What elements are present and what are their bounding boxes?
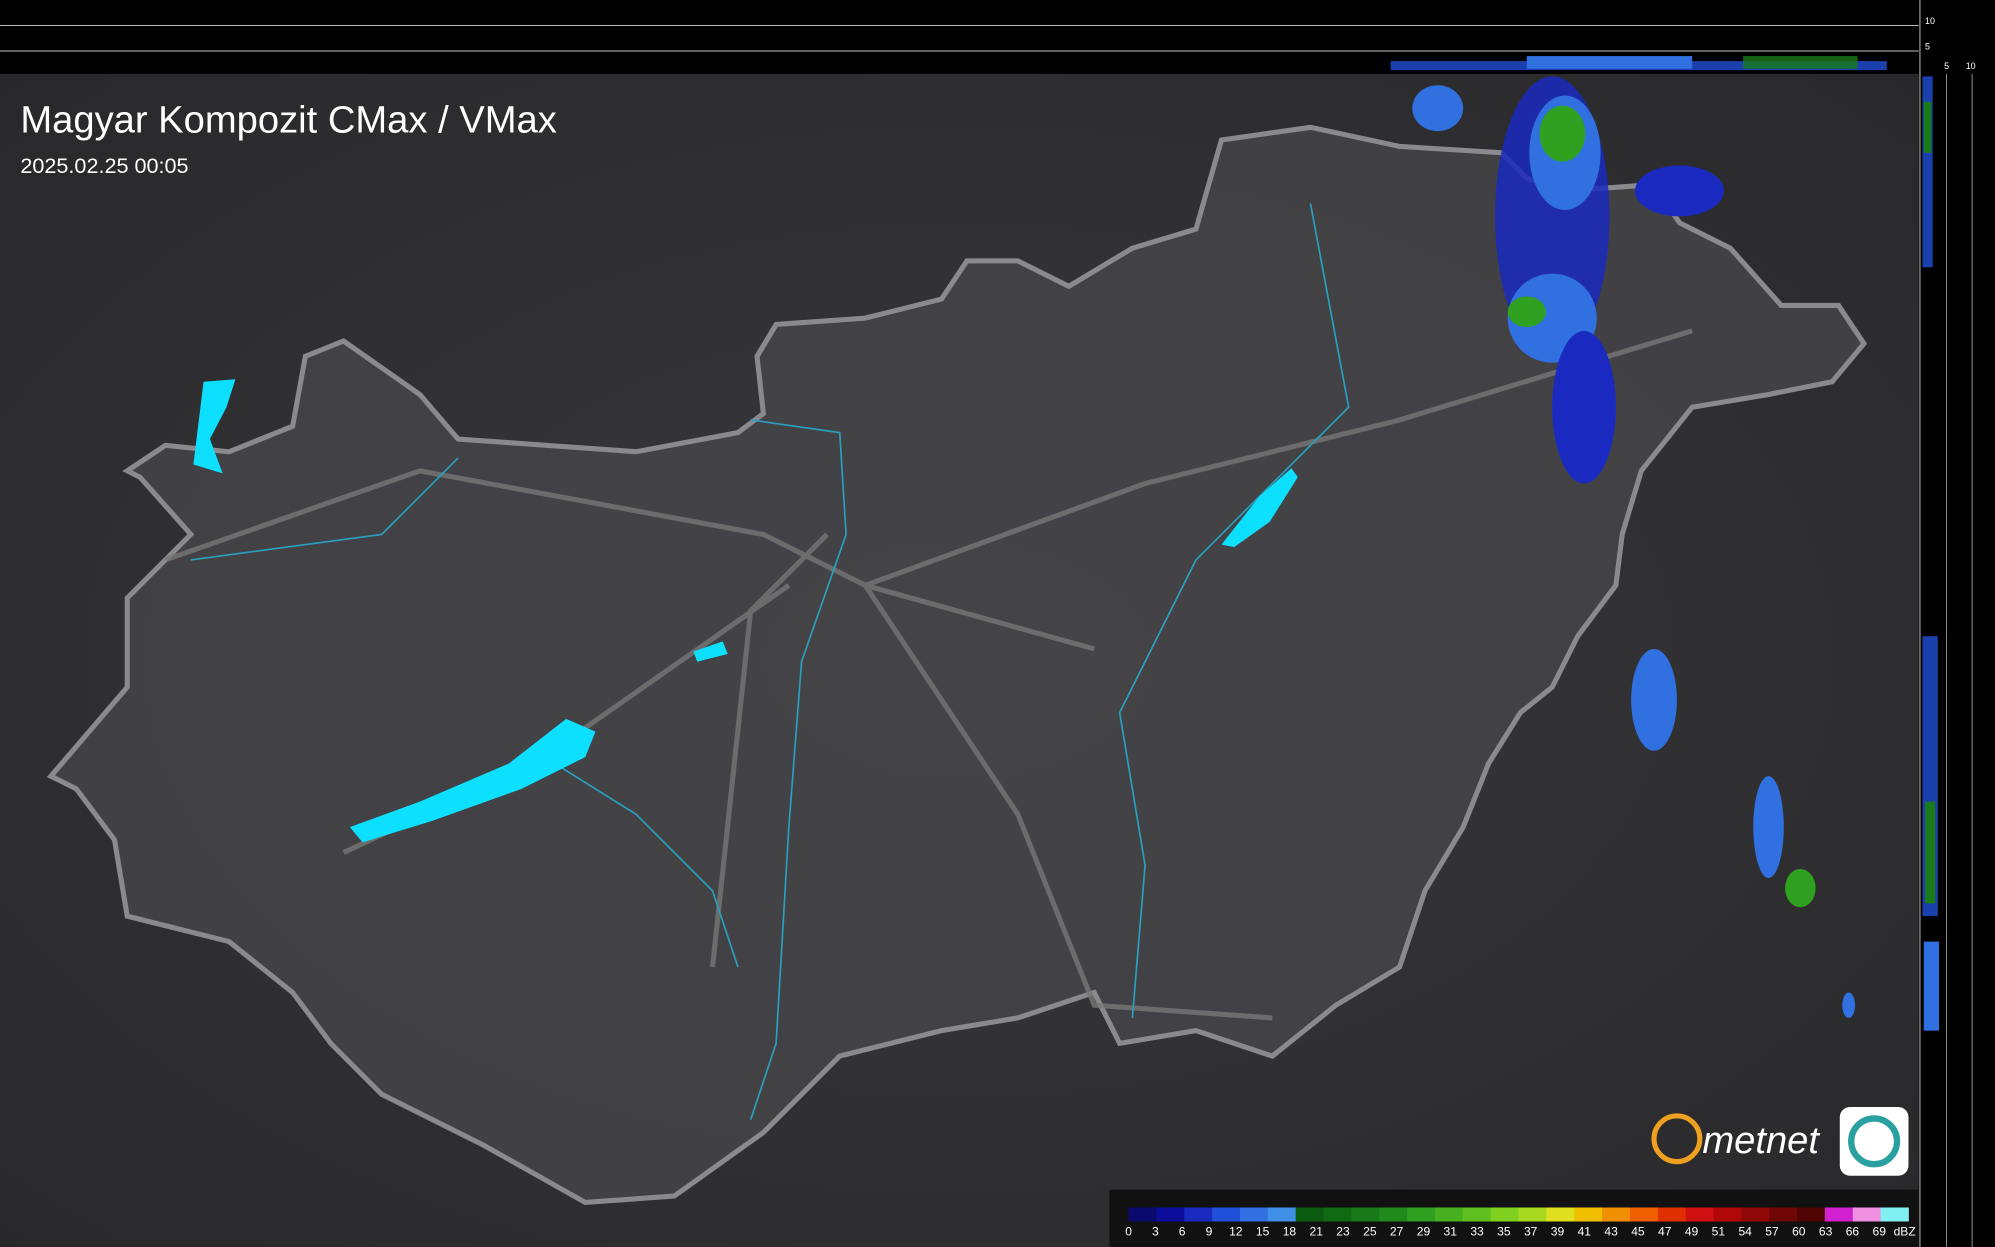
legend-swatch: [1741, 1207, 1770, 1222]
legend-swatch: [1434, 1207, 1464, 1222]
legend-label: 9: [1206, 1224, 1213, 1238]
profile-tick: 10: [1966, 61, 1976, 71]
legend-swatch: [1546, 1207, 1575, 1222]
legend-swatch: [1379, 1207, 1408, 1222]
legend-swatch: [1239, 1207, 1269, 1222]
legend-label: 3: [1152, 1224, 1159, 1238]
profile-echo: [1922, 76, 1933, 268]
legend-label: 15: [1256, 1224, 1270, 1238]
legend-swatch: [1602, 1207, 1631, 1222]
legend-swatch: [1267, 1207, 1297, 1222]
profile-echo: [1923, 941, 1940, 1031]
legend-label: 39: [1551, 1224, 1565, 1238]
logo: metnet: [1651, 1106, 1909, 1176]
legend-label: 54: [1738, 1224, 1752, 1238]
legend-label: 63: [1819, 1224, 1833, 1238]
legend-label: 51: [1712, 1224, 1726, 1238]
legend-label: 6: [1179, 1224, 1186, 1238]
legend-label: 18: [1283, 1224, 1297, 1238]
legend-swatch: [1323, 1207, 1352, 1222]
legend-label: 57: [1765, 1224, 1779, 1238]
legend-label: 27: [1390, 1224, 1404, 1238]
legend-swatch: [1574, 1207, 1603, 1222]
profile-echo: [1925, 801, 1936, 904]
legend-swatch: [1156, 1207, 1185, 1222]
timestamp: 2025.02.25 00:05: [20, 153, 188, 178]
country-border: [46, 124, 1868, 1205]
legend-swatch: [1657, 1207, 1687, 1222]
legend-swatch: [1128, 1207, 1157, 1222]
profile-echo: [1526, 56, 1693, 69]
legend-swatch: [1462, 1207, 1492, 1222]
legend-label: 25: [1363, 1224, 1377, 1238]
legend-swatch: [1184, 1207, 1213, 1222]
legend-label: 29: [1417, 1224, 1431, 1238]
legend-label: 35: [1497, 1224, 1511, 1238]
legend-swatch: [1824, 1207, 1854, 1222]
profile-echo: [1923, 101, 1932, 153]
logo-text: metnet: [1702, 1119, 1820, 1162]
legend-label: 66: [1846, 1224, 1860, 1238]
rivers: [190, 203, 1350, 1120]
legend: 0 3 6 9 12 15 18 21 23 25 27 29 31 33 35 37 39 41 43 45 47 49…: [1125, 1207, 1916, 1238]
map-title: Magyar Kompozit CMax / VMax: [20, 98, 556, 141]
legend-swatch: [1713, 1207, 1742, 1222]
legend-label: 43: [1604, 1224, 1618, 1238]
legend-swatch: [1797, 1207, 1826, 1222]
legend-swatch: [1852, 1207, 1882, 1222]
legend-label: 45: [1631, 1224, 1645, 1238]
legend-label: 21: [1309, 1224, 1323, 1238]
legend-swatch: [1212, 1207, 1241, 1222]
profile-echo: [1743, 56, 1858, 69]
radar-echoes: [1412, 76, 1856, 1018]
legend-label: 12: [1229, 1224, 1243, 1238]
legend-label: 37: [1524, 1224, 1538, 1238]
legend-swatch: [1407, 1207, 1436, 1222]
legend-swatch: [1351, 1207, 1380, 1222]
legend-label: 60: [1792, 1224, 1806, 1238]
legend-label: 23: [1336, 1224, 1350, 1238]
legend-label: 69: [1872, 1224, 1886, 1238]
legend-label: 31: [1444, 1224, 1458, 1238]
legend-label: 33: [1470, 1224, 1484, 1238]
lakes: [193, 379, 1298, 843]
legend-swatch: [1490, 1207, 1519, 1222]
legend-label: 0: [1125, 1224, 1132, 1238]
legend-label: 49: [1685, 1224, 1699, 1238]
profile-tick: 5: [1925, 42, 1930, 52]
legend-unit: dBZ: [1894, 1224, 1916, 1238]
legend-label: 41: [1578, 1224, 1592, 1238]
legend-swatch: [1295, 1207, 1324, 1222]
legend-label: 47: [1658, 1224, 1672, 1238]
profile-tick: 10: [1925, 16, 1935, 26]
legend-swatch: [1769, 1207, 1798, 1222]
legend-swatch: [1518, 1207, 1547, 1222]
legend-swatch: [1880, 1207, 1909, 1222]
legend-swatch: [1685, 1207, 1714, 1222]
profile-tick: 5: [1944, 61, 1949, 71]
legend-swatch: [1629, 1207, 1659, 1222]
